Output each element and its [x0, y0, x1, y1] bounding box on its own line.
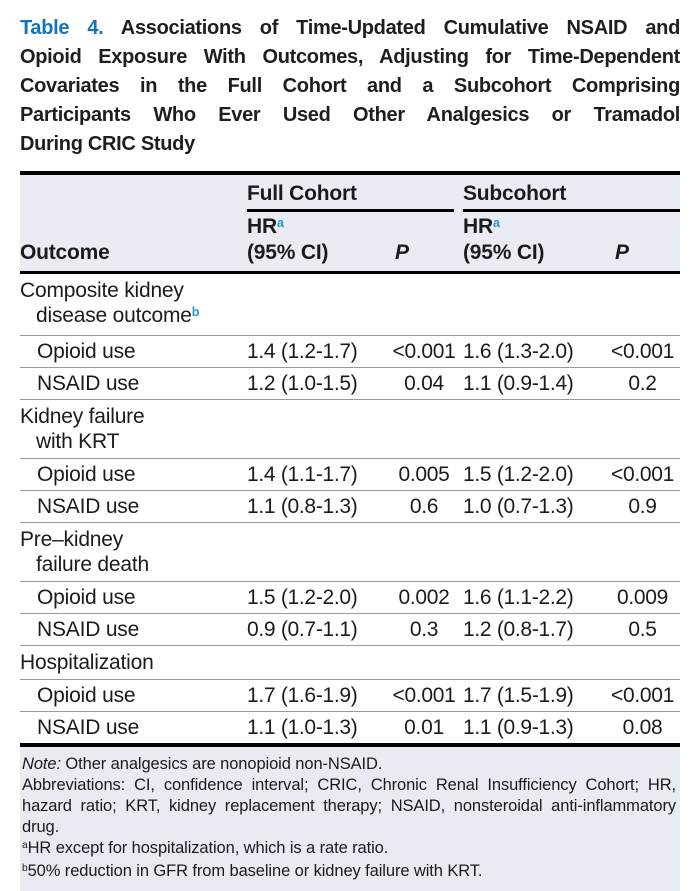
table-row: Opioid use 1.5 (1.2-2.0) 0.002 1.6 (1.1-…: [20, 581, 680, 613]
column-group-subcohort: Subcohort: [463, 182, 680, 212]
footnote-b-marker: b: [191, 304, 200, 319]
sub-p-value: 0.9: [628, 494, 657, 518]
note-line: Note: Other analgesics are nonopioid non…: [22, 754, 676, 775]
full-hr-ci-value: 0.9 (0.7-1.1): [247, 617, 358, 641]
sub-p-value: <0.001: [610, 683, 674, 707]
full-p-value: 0.3: [409, 617, 439, 641]
caption-line: During CRIC Study: [20, 133, 195, 155]
full-hr-ci-value: 1.4 (1.2-1.7): [247, 339, 358, 363]
full-hr-ci-value: 1.1 (0.8-1.3): [247, 494, 358, 518]
abbreviations-line: Abbreviations: CI, confidence interval; …: [22, 776, 676, 836]
full-hr-ci-value: 1.5 (1.2-2.0): [247, 585, 358, 609]
table-footnotes: Note: Other analgesics are nonopioid non…: [20, 747, 680, 891]
sub-p-value: 0.5: [628, 617, 657, 641]
row-label: Opioid use: [37, 462, 136, 486]
outcome-column-header: Outcome: [20, 241, 110, 264]
footnote-a-marker: a: [276, 215, 284, 230]
sub-p-value: 0.2: [628, 371, 657, 395]
sub-hr-ci-value: 1.5 (1.2-2.0): [463, 462, 574, 486]
sub-hr-ci-value: 1.6 (1.1-2.2): [463, 585, 574, 609]
hr-header-line1: HRa: [463, 215, 500, 238]
sub-p-value: <0.001: [610, 462, 674, 486]
section-header-composite-kidney: Composite kidney disease outcomeb: [20, 274, 680, 335]
footnote-a-marker: a: [492, 215, 500, 230]
column-header-row: Outcome HRa (95% CI) P HRa (95% CI) P: [20, 212, 680, 271]
sub-hr-ci-value: 1.1 (0.9-1.3): [463, 715, 574, 739]
table-number-label: Table 4.: [20, 17, 104, 39]
table-figure: Table 4. Associations of Time-Updated Cu…: [20, 0, 680, 891]
caption-line: Participants Who Ever Used Other Analges…: [20, 104, 680, 126]
section-header-prekidney-failure-death: Pre–kidney failure death: [20, 522, 680, 581]
full-p-value: <0.001: [392, 339, 456, 363]
footnote-b-marker: b: [22, 863, 28, 875]
full-p-value: 0.002: [398, 585, 450, 609]
footnote-b: b50% reduction in GFR from baseline or k…: [22, 862, 483, 880]
table-row: NSAID use 0.9 (0.7-1.1) 0.3 1.2 (0.8-1.7…: [20, 613, 680, 645]
hr-header-line2: (95% CI): [247, 241, 329, 264]
section-name: Pre–kidney failure death: [20, 528, 149, 576]
table-body: Composite kidney disease outcomeb Opioid…: [20, 274, 680, 747]
section-header-hospitalization: Hospitalization: [20, 645, 680, 679]
full-p-column-header: P: [395, 241, 409, 264]
sub-hr-ci-value: 1.2 (0.8-1.7): [463, 617, 574, 641]
sub-p-value: 0.08: [622, 715, 663, 739]
full-hr-column-header: HRa (95% CI): [247, 215, 385, 265]
sub-p-value: <0.001: [610, 339, 674, 363]
section-header-kidney-failure: Kidney failure with KRT: [20, 399, 680, 458]
row-label: Opioid use: [37, 339, 136, 363]
table-header: Full Cohort Subcohort Outcome HRa (95% C…: [20, 171, 680, 274]
table-row: NSAID use 1.1 (1.0-1.3) 0.01 1.1 (0.9-1.…: [20, 711, 680, 743]
section-name: Hospitalization: [20, 651, 154, 674]
row-label: Opioid use: [37, 683, 136, 707]
footnote-a: aHR except for hospitalization, which is…: [22, 839, 389, 857]
sub-hr-ci-value: 1.1 (0.9-1.4): [463, 371, 574, 395]
row-label: NSAID use: [37, 715, 140, 739]
note-label: Note:: [22, 755, 61, 773]
caption-text: Associations of Time-Updated Cumulative …: [120, 17, 681, 39]
table-row: Opioid use 1.4 (1.2-1.7) <0.001 1.6 (1.3…: [20, 335, 680, 367]
column-group-full-cohort: Full Cohort: [247, 182, 454, 212]
sub-hr-ci-value: 1.6 (1.3-2.0): [463, 339, 574, 363]
caption-line: Opioid Exposure With Outcomes, Adjusting…: [20, 46, 680, 68]
section-name: Kidney failure with KRT: [20, 405, 145, 453]
row-label: NSAID use: [37, 617, 140, 641]
column-group-row: Full Cohort Subcohort: [20, 182, 680, 212]
full-p-value: 0.005: [398, 462, 450, 486]
sub-p-value: 0.009: [616, 585, 669, 609]
spacer-cell: [20, 182, 247, 212]
full-p-value: 0.01: [404, 715, 444, 739]
full-p-value: 0.6: [409, 494, 439, 518]
caption-line: Table 4. Associations of Time-Updated Cu…: [20, 14, 680, 43]
section-name: Composite kidney disease outcomeb: [20, 279, 200, 327]
table-caption: Table 4. Associations of Time-Updated Cu…: [20, 0, 680, 159]
sub-hr-ci-value: 1.7 (1.5-1.9): [463, 683, 574, 707]
full-hr-ci-value: 1.7 (1.6-1.9): [247, 683, 358, 707]
table-row: NSAID use 1.2 (1.0-1.5) 0.04 1.1 (0.9-1.…: [20, 367, 680, 399]
row-label: NSAID use: [37, 494, 140, 518]
table-row: Opioid use 1.4 (1.1-1.7) 0.005 1.5 (1.2-…: [20, 458, 680, 490]
footnote-a-marker: a: [22, 840, 28, 852]
full-hr-ci-value: 1.2 (1.0-1.5): [247, 371, 358, 395]
caption-line: Covariates in the Full Cohort and a Subc…: [20, 75, 680, 97]
sub-hr-ci-value: 1.0 (0.7-1.3): [463, 494, 574, 518]
full-hr-ci-value: 1.1 (1.0-1.3): [247, 715, 358, 739]
sub-hr-column-header: HRa (95% CI): [463, 215, 605, 265]
table-row: Opioid use 1.7 (1.6-1.9) <0.001 1.7 (1.5…: [20, 679, 680, 711]
hr-header-line1: HRa: [247, 215, 284, 238]
hr-header-line2: (95% CI): [463, 241, 545, 264]
outcomes-table: Full Cohort Subcohort Outcome HRa (95% C…: [20, 171, 680, 891]
note-text: Other analgesics are nonopioid non-NSAID…: [65, 755, 383, 773]
row-label: NSAID use: [37, 371, 140, 395]
table-row: NSAID use 1.1 (0.8-1.3) 0.6 1.0 (0.7-1.3…: [20, 490, 680, 522]
row-label: Opioid use: [37, 585, 136, 609]
full-hr-ci-value: 1.4 (1.1-1.7): [247, 462, 358, 486]
sub-p-column-header: P: [615, 241, 629, 264]
full-p-value: 0.04: [404, 371, 444, 395]
full-p-value: <0.001: [392, 683, 456, 707]
